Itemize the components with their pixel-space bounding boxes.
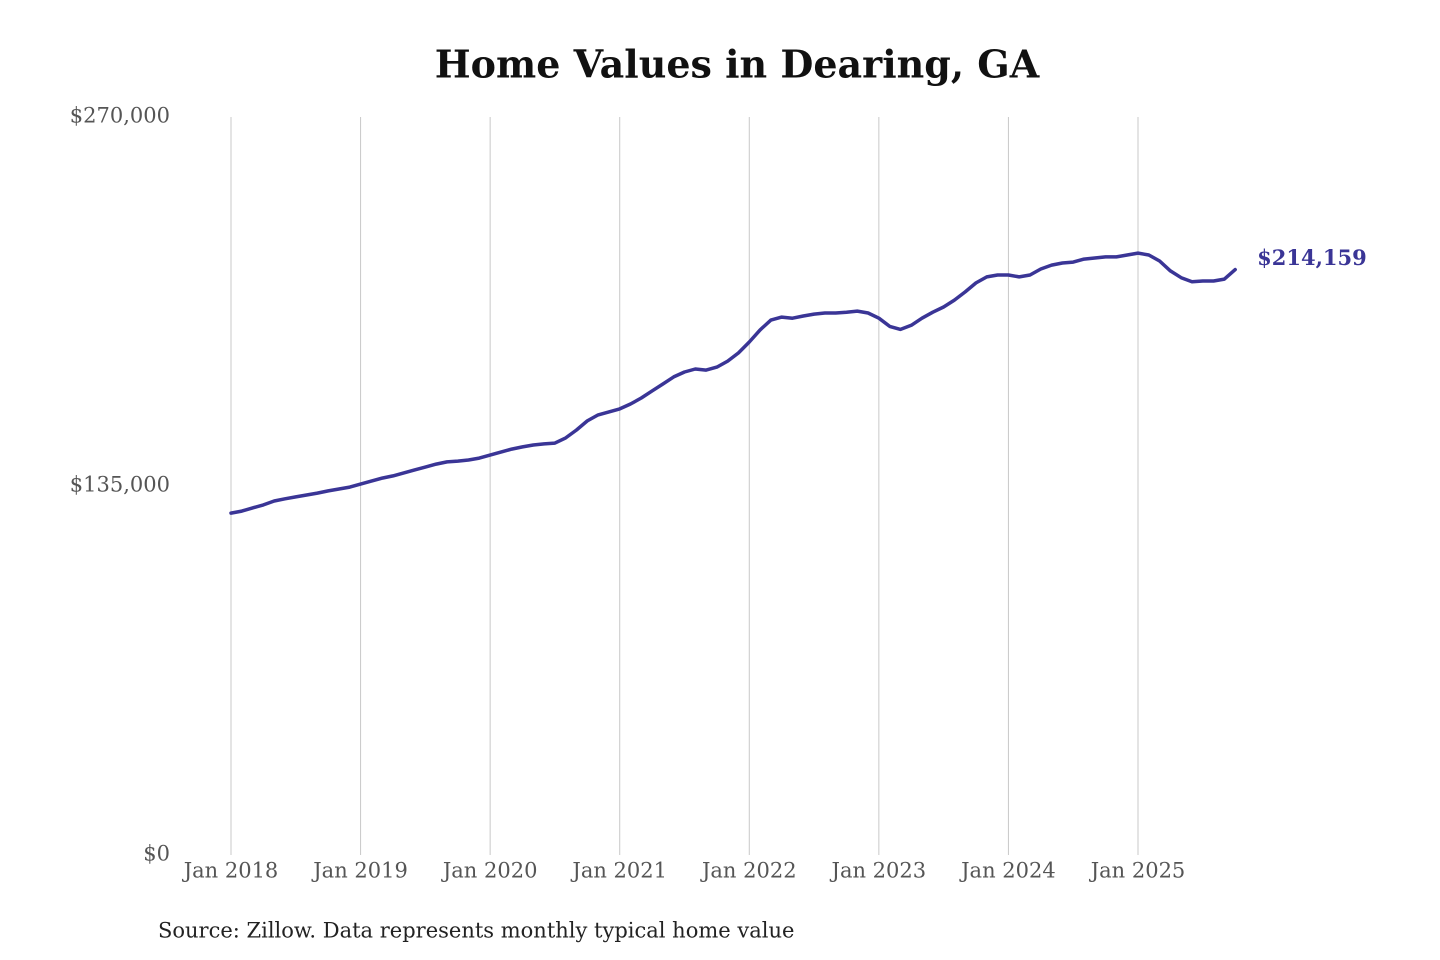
- end-label: $214,159: [1257, 245, 1367, 270]
- x-tick-label: Jan 2024: [959, 859, 1056, 883]
- x-tick-label: Jan 2022: [700, 859, 797, 883]
- y-tick-label: $0: [143, 842, 170, 866]
- x-tick-label: Jan 2020: [441, 859, 538, 883]
- y-tick-label: $270,000: [70, 104, 170, 128]
- x-tick-label: Jan 2018: [182, 859, 279, 883]
- x-tick-label: Jan 2021: [570, 859, 667, 883]
- source-note: Source: Zillow. Data represents monthly …: [158, 919, 794, 943]
- data-line: [229, 251, 1237, 515]
- y-tick-label: $135,000: [70, 473, 170, 497]
- x-tick-label: Jan 2023: [830, 859, 927, 883]
- x-tick-label: Jan 2025: [1089, 859, 1186, 883]
- x-tick-label: Jan 2019: [311, 859, 408, 883]
- chart-title: Home Values in Dearing, GA: [435, 42, 1040, 87]
